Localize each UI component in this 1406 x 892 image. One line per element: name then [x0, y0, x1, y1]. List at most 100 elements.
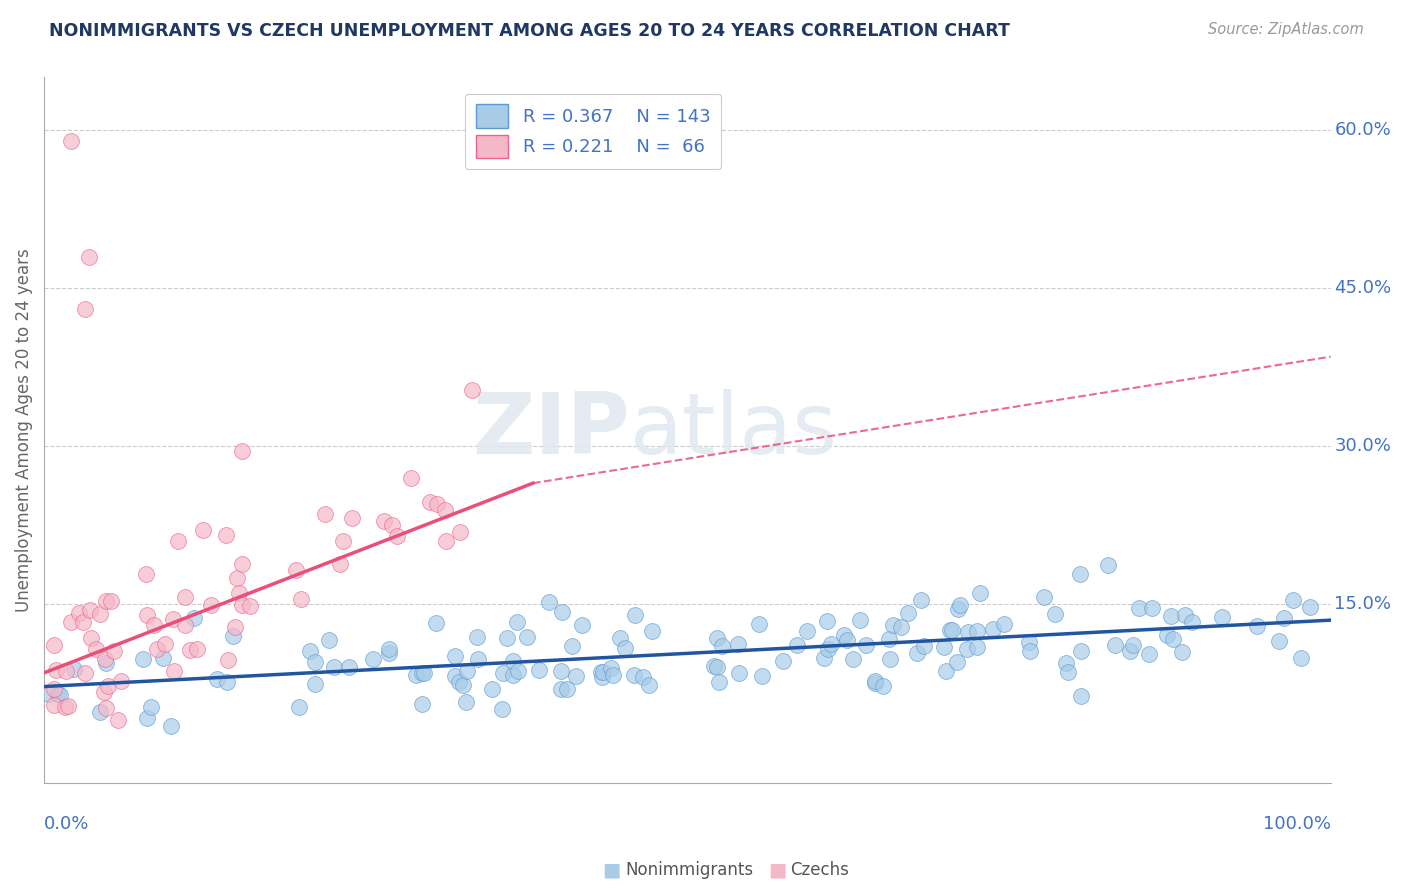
- Point: [1268, 633, 1291, 648]
- Point: [378, 646, 401, 660]
- Point: [132, 652, 155, 666]
- Point: [467, 652, 489, 666]
- Point: [1160, 609, 1182, 624]
- Point: [231, 599, 253, 613]
- Point: [1246, 618, 1268, 632]
- Point: [426, 497, 449, 511]
- Point: [183, 611, 205, 625]
- Point: [939, 624, 962, 638]
- Point: [1289, 651, 1312, 665]
- Point: [56, 699, 79, 714]
- Point: [200, 599, 222, 613]
- Text: ■: ■: [602, 860, 621, 880]
- Point: [934, 640, 956, 654]
- Point: [882, 617, 904, 632]
- Point: [385, 529, 408, 543]
- Point: [411, 698, 433, 712]
- Text: Source: ZipAtlas.com: Source: ZipAtlas.com: [1208, 22, 1364, 37]
- Point: [837, 632, 859, 647]
- Point: [815, 615, 838, 629]
- Point: [143, 617, 166, 632]
- Text: 30.0%: 30.0%: [1334, 437, 1392, 455]
- Point: [1057, 665, 1080, 679]
- Point: [332, 533, 354, 548]
- Point: [592, 670, 614, 684]
- Point: [304, 655, 326, 669]
- Text: 45.0%: 45.0%: [1334, 279, 1392, 297]
- Point: [941, 623, 963, 637]
- Point: [935, 664, 957, 678]
- Point: [89, 607, 111, 621]
- Point: [48, 687, 70, 701]
- Point: [405, 667, 427, 681]
- Text: NONIMMIGRANTS VS CZECH UNEMPLOYMENT AMONG AGES 20 TO 24 YEARS CORRELATION CHART: NONIMMIGRANTS VS CZECH UNEMPLOYMENT AMON…: [49, 22, 1010, 40]
- Point: [93, 684, 115, 698]
- Point: [413, 666, 436, 681]
- Point: [44, 681, 66, 696]
- Point: [1156, 627, 1178, 641]
- Point: [993, 617, 1015, 632]
- Point: [1070, 689, 1092, 703]
- Point: [314, 508, 336, 522]
- Point: [555, 682, 578, 697]
- Point: [228, 586, 250, 600]
- Point: [42, 698, 65, 713]
- Text: ■: ■: [768, 860, 787, 880]
- Point: [48, 688, 70, 702]
- Point: [444, 649, 467, 664]
- Point: [1174, 608, 1197, 623]
- Point: [152, 651, 174, 665]
- Point: [373, 514, 395, 528]
- Point: [146, 642, 169, 657]
- Point: [613, 641, 636, 656]
- Point: [502, 654, 524, 668]
- Point: [751, 669, 773, 683]
- Text: Nonimmigrants: Nonimmigrants: [626, 861, 754, 879]
- Point: [329, 557, 352, 571]
- Point: [702, 659, 724, 673]
- Point: [97, 679, 120, 693]
- Point: [318, 633, 340, 648]
- Point: [135, 567, 157, 582]
- Point: [75, 302, 97, 317]
- Point: [550, 664, 572, 678]
- Point: [449, 525, 471, 540]
- Point: [299, 644, 322, 658]
- Point: [727, 636, 749, 650]
- Point: [506, 615, 529, 630]
- Point: [910, 593, 932, 607]
- Point: [75, 665, 97, 680]
- Point: [67, 606, 90, 620]
- Point: [813, 651, 835, 665]
- Point: [153, 636, 176, 650]
- Point: [877, 632, 900, 646]
- Point: [1211, 610, 1233, 624]
- Point: [592, 665, 614, 680]
- Point: [214, 528, 236, 542]
- Point: [1161, 632, 1184, 646]
- Point: [433, 503, 456, 517]
- Point: [173, 591, 195, 605]
- Point: [502, 668, 524, 682]
- Text: atlas: atlas: [630, 389, 838, 472]
- Point: [1140, 600, 1163, 615]
- Point: [600, 661, 623, 675]
- Point: [820, 637, 842, 651]
- Point: [217, 674, 239, 689]
- Point: [231, 558, 253, 572]
- Point: [561, 639, 583, 653]
- Point: [304, 677, 326, 691]
- Point: [551, 605, 574, 619]
- Point: [59, 615, 82, 629]
- Point: [94, 594, 117, 608]
- Point: [631, 670, 654, 684]
- Point: [160, 719, 183, 733]
- Point: [1054, 657, 1077, 671]
- Point: [454, 695, 477, 709]
- Point: [516, 630, 538, 644]
- Point: [855, 638, 877, 652]
- Point: [863, 673, 886, 688]
- Point: [221, 629, 243, 643]
- Point: [38, 687, 60, 701]
- Point: [93, 652, 115, 666]
